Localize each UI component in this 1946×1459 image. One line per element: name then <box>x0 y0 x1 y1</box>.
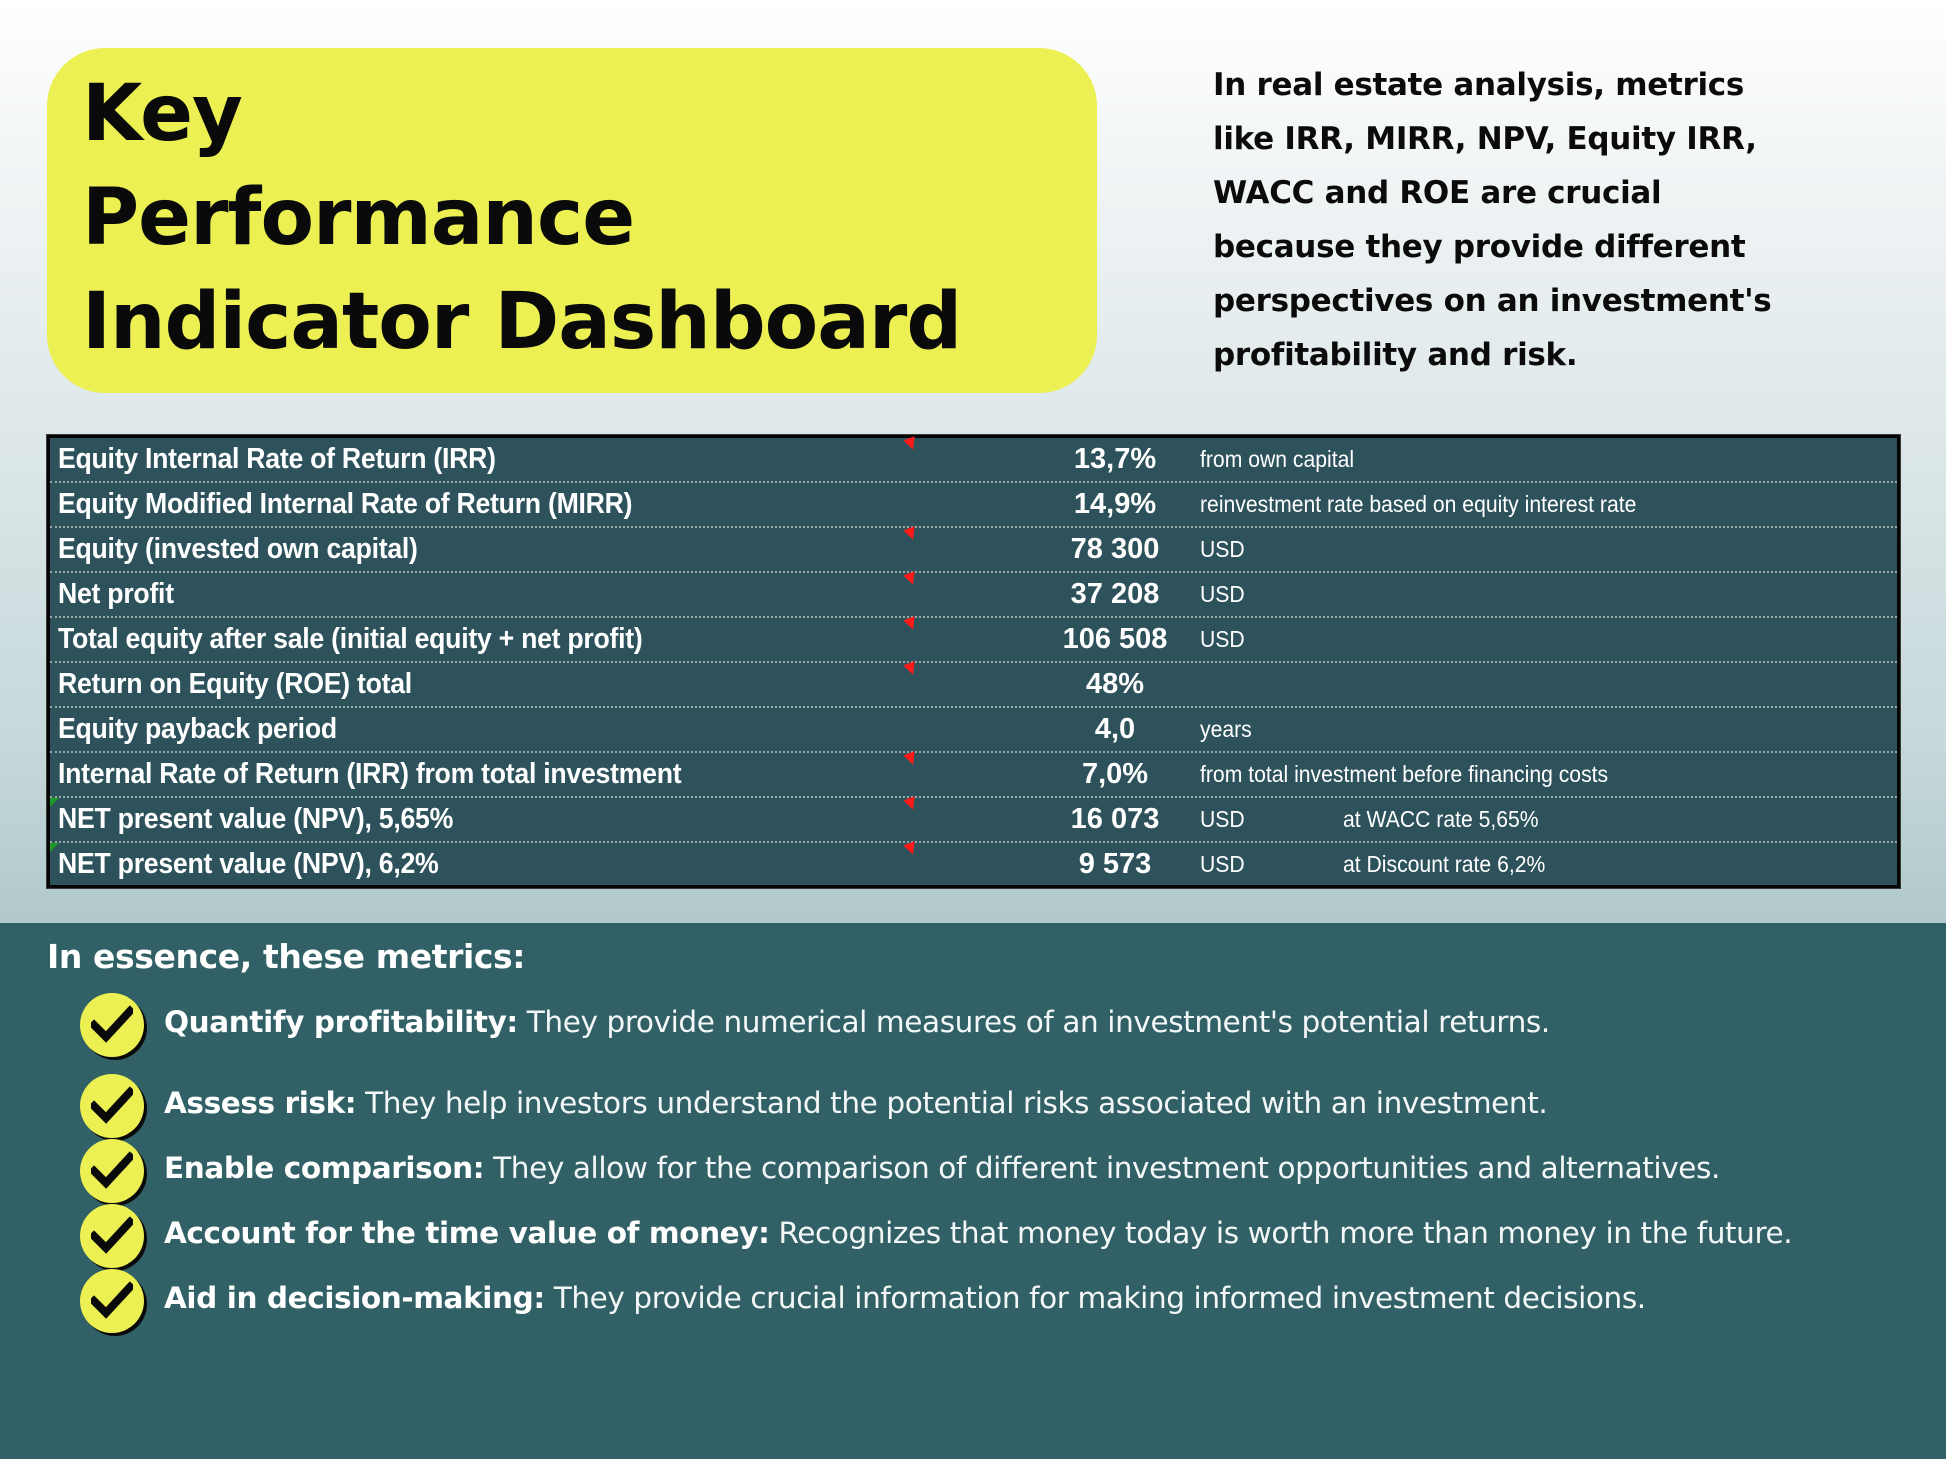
summary-item-text: Aid in decision-making: They provide cru… <box>164 1272 1664 1324</box>
kpi-label[interactable]: Return on Equity (ROE) total <box>58 668 412 700</box>
summary-item-text: Account for the time value of money: Rec… <box>164 1207 1924 1259</box>
table-row: Equity (invested own capital) 78 300 USD <box>50 526 1897 573</box>
kpi-label[interactable]: Net profit <box>58 578 174 610</box>
kpi-value[interactable]: 106 508 <box>1062 623 1168 655</box>
kpi-value[interactable]: 16 073 <box>1070 803 1160 835</box>
comment-indicator-icon[interactable] <box>903 796 919 812</box>
comment-indicator-icon[interactable] <box>903 526 919 542</box>
kpi-value[interactable]: 37 208 <box>1070 578 1160 610</box>
intro-line: profitability and risk. <box>1213 337 1578 373</box>
comment-indicator-icon[interactable] <box>903 841 919 857</box>
check-circle-icon <box>80 1269 144 1333</box>
summary-item-description: Recognizes that money today is worth mor… <box>769 1216 1793 1250</box>
summary-item-description: They help investors understand the poten… <box>356 1086 1548 1120</box>
summary-item-title: Aid in decision-making: <box>164 1281 545 1315</box>
kpi-label[interactable]: NET present value (NPV), 5,65% <box>58 803 454 835</box>
kpi-unit[interactable]: USD <box>1200 536 1245 562</box>
check-circle-icon <box>80 993 144 1057</box>
kpi-table: Equity Internal Rate of Return (IRR) 13,7… <box>47 435 1900 888</box>
kpi-value[interactable]: 78 300 <box>1070 533 1160 565</box>
kpi-label[interactable]: Equity Modified Internal Rate of Return … <box>58 488 633 520</box>
table-row: NET present value (NPV), 5,65% 16 073 USD a… <box>50 796 1897 843</box>
kpi-unit[interactable]: USD <box>1200 806 1245 832</box>
kpi-label[interactable]: Total equity after sale (initial equity … <box>58 623 643 655</box>
title-line: Key <box>82 69 243 159</box>
check-circle-icon <box>80 1204 144 1268</box>
kpi-note[interactable]: at WACC rate 5,65% <box>1343 806 1539 832</box>
table-row: Equity Internal Rate of Return (IRR) 13,7… <box>50 436 1897 483</box>
comment-indicator-icon[interactable] <box>903 616 919 632</box>
summary-item-text: Assess risk: They help investors underst… <box>164 1077 1924 1129</box>
comment-indicator-icon[interactable] <box>903 571 919 587</box>
table-row: Net profit 37 208 USD <box>50 571 1897 618</box>
table-row: Equity Modified Internal Rate of Return … <box>50 483 1897 528</box>
intro-line: perspectives on an investment's <box>1213 283 1772 319</box>
table-row: NET present value (NPV), 6,2% 9 573 USD at … <box>50 841 1897 888</box>
intro-paragraph: In real estate analysis, metrics like IR… <box>1213 58 1913 382</box>
summary-item-title: Account for the time value of money: <box>164 1216 770 1250</box>
kpi-unit[interactable]: USD <box>1200 626 1245 652</box>
title-line: Indicator Dashboard <box>82 277 962 367</box>
check-circle-icon <box>80 1139 144 1203</box>
comment-indicator-icon[interactable] <box>903 436 919 452</box>
kpi-value[interactable]: 9 573 <box>1078 848 1152 880</box>
intro-line: WACC and ROE are crucial <box>1213 175 1662 211</box>
kpi-note[interactable]: at Discount rate 6,2% <box>1343 851 1546 877</box>
intro-line: like IRR, MIRR, NPV, Equity IRR, <box>1213 121 1757 157</box>
summary-item-title: Quantify profitability: <box>164 1005 518 1039</box>
summary-item-description: They allow for the comparison of differe… <box>484 1151 1720 1185</box>
kpi-unit[interactable]: from own capital <box>1200 446 1355 472</box>
summary-item-text: Enable comparison: They allow for the co… <box>164 1142 1924 1194</box>
summary-item-title: Assess risk: <box>164 1086 357 1120</box>
intro-line: because they provide different <box>1213 229 1746 265</box>
kpi-unit[interactable]: USD <box>1200 851 1245 877</box>
kpi-label[interactable]: Equity Internal Rate of Return (IRR) <box>58 443 496 475</box>
comment-indicator-icon[interactable] <box>903 661 919 677</box>
summary-item-description: They provide crucial information for mak… <box>544 1281 1646 1315</box>
title-box <box>47 48 1097 393</box>
intro-line: In real estate analysis, metrics <box>1213 67 1745 103</box>
kpi-value[interactable]: 4,0 <box>1094 713 1136 745</box>
table-row: Return on Equity (ROE) total 48% <box>50 661 1897 708</box>
summary-heading: In essence, these metrics: <box>47 937 526 976</box>
kpi-unit[interactable]: reinvestment rate based on equity intere… <box>1200 491 1637 517</box>
kpi-unit[interactable]: from total investment before financing c… <box>1200 761 1609 787</box>
kpi-label[interactable]: Internal Rate of Return (IRR) from total… <box>58 758 682 790</box>
kpi-label[interactable]: NET present value (NPV), 6,2% <box>58 848 439 880</box>
kpi-label[interactable]: Equity payback period <box>58 713 337 745</box>
title-line: Performance <box>82 173 635 263</box>
kpi-unit[interactable]: USD <box>1200 581 1245 607</box>
kpi-label[interactable]: Equity (invested own capital) <box>58 533 418 565</box>
kpi-value[interactable]: 13,7% <box>1073 443 1157 475</box>
summary-section: In essence, these metrics: Quantify prof… <box>0 923 1946 1459</box>
check-circle-icon <box>80 1074 144 1138</box>
kpi-unit[interactable]: years <box>1200 716 1252 742</box>
kpi-value[interactable]: 48% <box>1085 668 1145 700</box>
table-row: Total equity after sale (initial equity … <box>50 616 1897 663</box>
table-row: Internal Rate of Return (IRR) from total… <box>50 751 1897 798</box>
kpi-value[interactable]: 7,0% <box>1081 758 1149 790</box>
summary-item-title: Enable comparison: <box>164 1151 485 1185</box>
error-indicator-icon[interactable] <box>50 798 59 807</box>
summary-item-text: Quantify profitability: They provide num… <box>164 996 1924 1048</box>
comment-indicator-icon[interactable] <box>903 751 919 767</box>
table-row: Equity payback period 4,0 years <box>50 708 1897 753</box>
summary-item-description: They provide numerical measures of an in… <box>517 1005 1551 1039</box>
kpi-value[interactable]: 14,9% <box>1073 488 1157 520</box>
error-indicator-icon[interactable] <box>50 843 59 852</box>
page-title: Key Performance Indicator Dashboard <box>82 62 962 374</box>
